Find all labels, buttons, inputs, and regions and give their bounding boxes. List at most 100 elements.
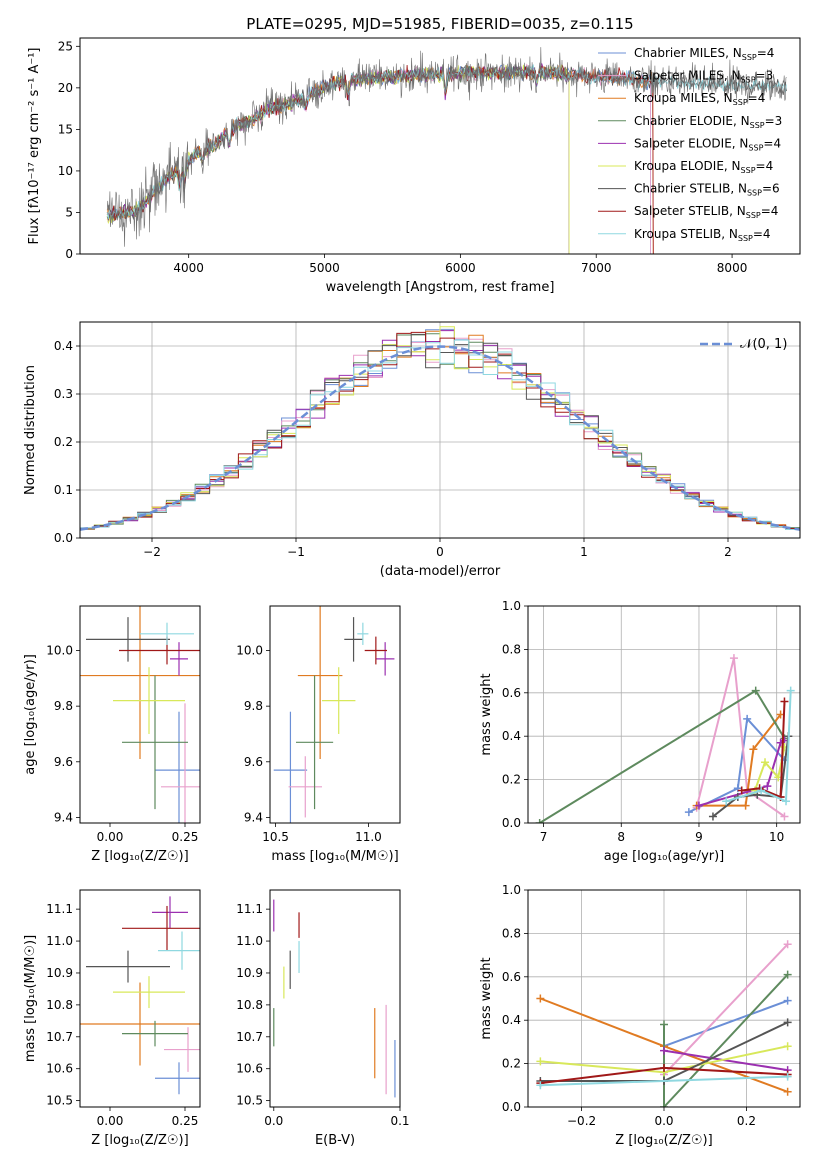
x-tick-label: 0.25: [172, 1114, 199, 1128]
y-tick-label: 11.0: [46, 934, 73, 948]
y-tick-label: 10.6: [236, 1062, 263, 1076]
series-marker: [786, 686, 795, 695]
series-marker: [783, 1087, 792, 1096]
y-tick-label: 0.6: [502, 686, 521, 700]
x-tick-label: 0.00: [97, 830, 124, 844]
error-point: [152, 896, 188, 929]
age_vs_mass-plot-area: [273, 606, 395, 823]
residuals-plot-area: [80, 326, 800, 532]
x-axis-label: wavelength [Angstrom, rest frame]: [326, 280, 555, 295]
y-tick-label: 0.4: [54, 339, 73, 353]
x-tick-label: 10.5: [262, 830, 289, 844]
y-tick-label: 10.7: [46, 1030, 73, 1044]
error-point: [344, 617, 363, 662]
x-tick-label: 1: [580, 545, 588, 559]
series-marker: [749, 745, 758, 754]
legend-n-value: 4: [767, 46, 775, 60]
series-marker: [660, 1103, 668, 1107]
spectrum-plot-area: [106, 47, 787, 254]
x-tick-label: 0.25: [172, 830, 199, 844]
legend-n: =3: [756, 69, 774, 83]
x-tick-label: 0.0: [264, 1114, 283, 1128]
x-tick-label: −0.2: [567, 1114, 596, 1128]
error-point: [375, 642, 395, 676]
legend-entry: Salpeter ELODIE, NSSP=4: [634, 136, 781, 152]
error-point: [161, 703, 200, 823]
x-tick-label: 8000: [717, 261, 748, 275]
error-point: [296, 675, 334, 810]
series-line: [725, 690, 792, 803]
y-tick-label: 10.5: [236, 1094, 263, 1108]
mass_vs_ebv-plot-area: [273, 899, 396, 1098]
legend-label: Chabrier ELODIE, N: [634, 114, 750, 128]
legend-label: Kroupa MILES, N: [634, 91, 733, 105]
series-marker: [708, 812, 717, 821]
y-tick-label: 0.2: [54, 435, 73, 449]
error-point: [113, 667, 185, 734]
y-tick-label: 9.4: [54, 810, 73, 824]
legend-entry: Chabrier ELODIE, NSSP=3: [634, 114, 782, 130]
y-tick-label: 10.8: [236, 998, 263, 1012]
age_vs_mass-axes: 10.5 11.0 9.4 9.6 9.8 10.0 mass [log₁₀(M/M☉)]: [236, 644, 398, 864]
series-marker: [782, 797, 791, 806]
y-axis-label: mass weight: [479, 673, 494, 755]
series-line: [753, 746, 786, 791]
y-tick-label: 0.0: [502, 1100, 521, 1114]
series-line: [540, 1075, 788, 1087]
error-point: [164, 1027, 200, 1072]
legend-n-value: 4: [758, 91, 766, 105]
error-point: [122, 905, 200, 951]
series-marker: [743, 714, 752, 723]
plot-frame: [79, 321, 801, 539]
x-tick-label: 0.2: [737, 1114, 756, 1128]
x-tick-label: 6000: [445, 261, 476, 275]
x-tick-label: 0.1: [390, 1114, 409, 1128]
y-tick-label: 9.4: [244, 810, 263, 824]
legend-subscript: SSP: [742, 53, 757, 62]
weight_vs_age-axes: 7 8 9 10 0.0 0.2 0.4 0.6 0.8 1.0 age [log₁₀(age/yr…: [479, 599, 800, 864]
legend-entry: Salpeter MILES, NSSP=3: [634, 69, 773, 85]
legend-eq: =: [762, 182, 772, 196]
legend-n: =4: [757, 46, 775, 60]
x-tick-label: 0.0: [654, 1114, 673, 1128]
x-tick-label: −2: [143, 545, 161, 559]
series-marker: [751, 686, 760, 695]
series-marker: [757, 786, 766, 795]
series-line: [695, 657, 786, 818]
x-tick-label: 9: [695, 830, 703, 844]
y-tick-label: 9.6: [244, 755, 263, 769]
series-marker: [761, 758, 770, 767]
y-tick-label: 9.6: [54, 755, 73, 769]
legend-label: Kroupa ELODIE, N: [634, 159, 741, 173]
y-tick-label: 10.0: [236, 644, 263, 658]
error-point: [357, 622, 369, 645]
legend-n: =6: [762, 182, 780, 196]
series-marker: [660, 1063, 668, 1072]
y-tick-label: 0.8: [502, 642, 521, 656]
series-marker: [737, 786, 746, 795]
y-tick-label: 25: [58, 39, 73, 53]
y-tick-label: 1.0: [502, 883, 521, 897]
series-marker: [660, 1046, 668, 1055]
model-line: [106, 64, 654, 254]
model-line: [106, 64, 787, 220]
x-axis-label: (data-model)/error: [380, 564, 501, 579]
error-point: [364, 636, 387, 665]
data-spectrum-line: [106, 47, 787, 247]
series-marker: [536, 994, 545, 1003]
legend-n-value: 4: [773, 136, 781, 150]
weight_vs_age-plot-area: [535, 654, 795, 823]
error-point: [122, 675, 188, 810]
error-point: [170, 642, 188, 676]
legend-label: Chabrier STELIB, N: [634, 182, 747, 196]
y-axis-label: Flux [fλ10⁻¹⁷ erg cm⁻² s⁻¹ A⁻¹]: [27, 48, 42, 245]
y-tick-label: 0.1: [54, 483, 73, 497]
legend-n: =4: [753, 227, 771, 241]
series-marker: [536, 1081, 545, 1090]
series-line: [663, 973, 789, 1107]
series-marker: [783, 1018, 792, 1027]
legend-n: =4: [748, 91, 766, 105]
y-tick-label: 0.8: [502, 926, 521, 940]
plot-frame: [269, 605, 401, 824]
series-line: [539, 689, 786, 823]
